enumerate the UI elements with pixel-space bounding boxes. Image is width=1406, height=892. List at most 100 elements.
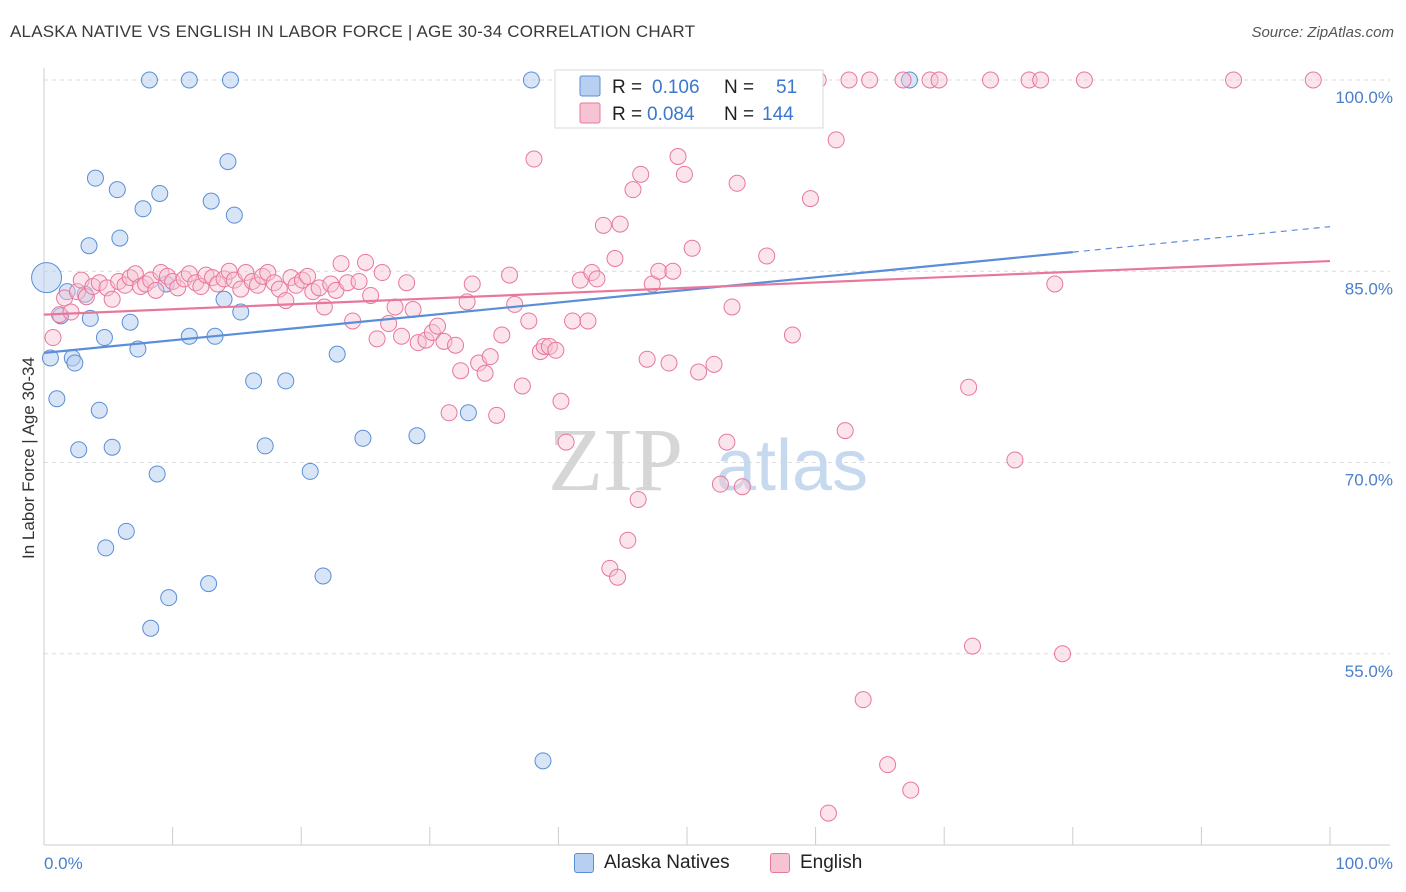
data-point [219,153,237,171]
data-point [259,264,277,282]
data-point [525,150,543,168]
legend-r-label-1: R = [612,77,642,98]
watermark: ZIP atlas [548,411,868,510]
data-point [140,71,158,89]
trend-line-extension [1072,226,1331,253]
data-point [638,350,656,368]
data-point [960,378,978,396]
source-label: Source: ZipAtlas.com [1251,24,1394,41]
data-point [354,429,372,447]
data-point [202,192,220,210]
data-point [81,309,99,327]
data-point [44,329,62,347]
data-point [160,589,178,607]
data-point [675,165,693,183]
y-tick-label: 100.0% [1335,88,1393,107]
data-point [819,804,837,822]
data-point [357,253,374,271]
data-point [711,475,729,493]
data-point [840,71,858,89]
data-point [277,372,295,390]
data-point [594,216,612,234]
data-point [902,781,920,799]
legend-r-value-2: 0.084 [647,104,695,125]
data-point [169,279,187,297]
data-point [534,752,552,770]
data-point [801,190,819,208]
data-point [368,330,386,348]
data-point [1054,645,1072,663]
data-point [1020,71,1038,89]
data-point [52,307,70,325]
data-point [180,71,198,89]
legend-r-value-1: 0.106 [652,77,700,98]
data-point [547,341,565,359]
data-point [362,286,380,304]
legend-label: Alaska Natives [604,852,730,873]
data-point [237,264,255,282]
data-point [86,169,104,187]
stats-legend: R = 0.106 N = 51 R = 0.084 N = 144 [554,69,824,129]
data-point [108,181,126,199]
y-tick-label: 70.0% [1345,471,1393,490]
trend-line [43,259,1331,316]
data-point [606,250,624,267]
legend-item-alaska-natives[interactable]: Alaska Natives [574,852,730,874]
data-point [256,437,274,455]
data-point [728,174,746,192]
data-point [126,265,144,283]
data-point [705,355,723,373]
data-point [501,266,519,284]
data-points [31,71,1322,822]
chart-title: ALASKA NATIVE VS ENGLISH IN LABOR FORCE … [10,22,696,41]
data-point [552,392,570,410]
legend-n-value-2: 144 [762,104,794,125]
data-point [151,184,169,202]
data-point [664,262,682,280]
tick-labels: 55.0% 70.0% 85.0% 100.0% 0.0% 100.0% [44,88,1393,873]
data-point [386,298,404,316]
watermark-atlas: atlas [716,426,868,506]
data-point [429,317,447,335]
y-tick-label: 55.0% [1345,662,1393,681]
data-point [476,364,494,382]
data-point [588,270,606,288]
data-point [398,274,416,292]
data-point [180,327,198,345]
data-point [624,181,642,199]
legend-swatch [770,853,790,873]
data-point [232,303,250,321]
data-point [783,326,801,344]
legend-item-english[interactable]: English [770,852,862,874]
data-point [314,567,332,585]
data-point [158,267,176,285]
data-point [930,71,948,89]
data-point [629,490,647,508]
data-point [220,262,238,280]
data-point [669,148,687,165]
data-point [520,312,538,330]
data-point [660,354,678,372]
legend-swatch-english [579,102,601,124]
data-point [111,229,129,247]
data-point [344,312,362,330]
data-point [481,348,499,366]
data-point [103,438,121,456]
data-point [90,401,108,419]
legend-r-label-2: R = [612,104,642,125]
data-point [827,131,845,149]
data-point [180,265,198,283]
data-point [350,272,368,290]
data-point [758,247,776,265]
data-point [1046,275,1064,293]
data-point [1006,451,1024,469]
data-point [683,239,701,257]
data-point [68,283,86,301]
data-point [103,290,121,308]
data-point [328,345,346,363]
data-point [301,462,319,480]
data-point [245,372,263,390]
data-point [95,329,113,347]
data-point [557,433,575,451]
data-point [609,568,627,586]
